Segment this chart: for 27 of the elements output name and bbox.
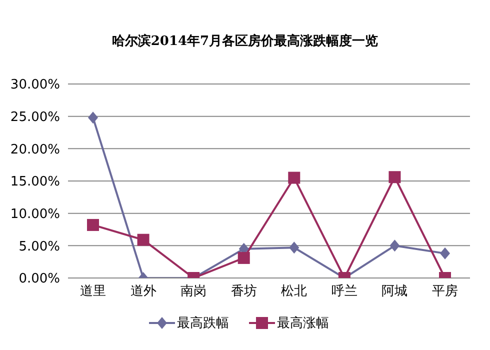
x-tick-label: 香坊 [230,284,257,300]
point [88,112,98,124]
y-tick-label: 5.00% [18,239,60,254]
legend-label: 最高涨幅 [276,315,329,332]
x-tick-label: 松北 [281,284,308,300]
chart-title: 哈尔滨2014年7月各区房价最高涨跌幅度一览 [110,32,380,51]
y-tick-label: 25.00% [10,110,60,125]
y-tick-label: 15.00% [10,174,60,190]
y-tick-label: 30.00% [10,78,60,93]
point [238,252,250,264]
x-tick-label: 呼兰 [331,284,358,300]
y-tick-label: 20.00% [10,142,60,158]
point [288,172,300,184]
point [87,218,99,231]
point [137,234,150,246]
x-tick-label: 平房 [432,283,458,300]
legend-label: 最高跌幅 [176,315,229,332]
point [289,242,300,254]
point [440,247,450,260]
y-tick-label: 0.00% [18,272,60,287]
x-tick-label: 道外 [130,284,156,300]
x-tick-label: 道里 [80,284,106,300]
y-tick-label: 10.00% [10,206,60,222]
x-tick-label: 阿城 [382,284,408,300]
point [390,240,400,252]
point [388,171,401,184]
x-tick-label: 南岗 [180,284,207,300]
